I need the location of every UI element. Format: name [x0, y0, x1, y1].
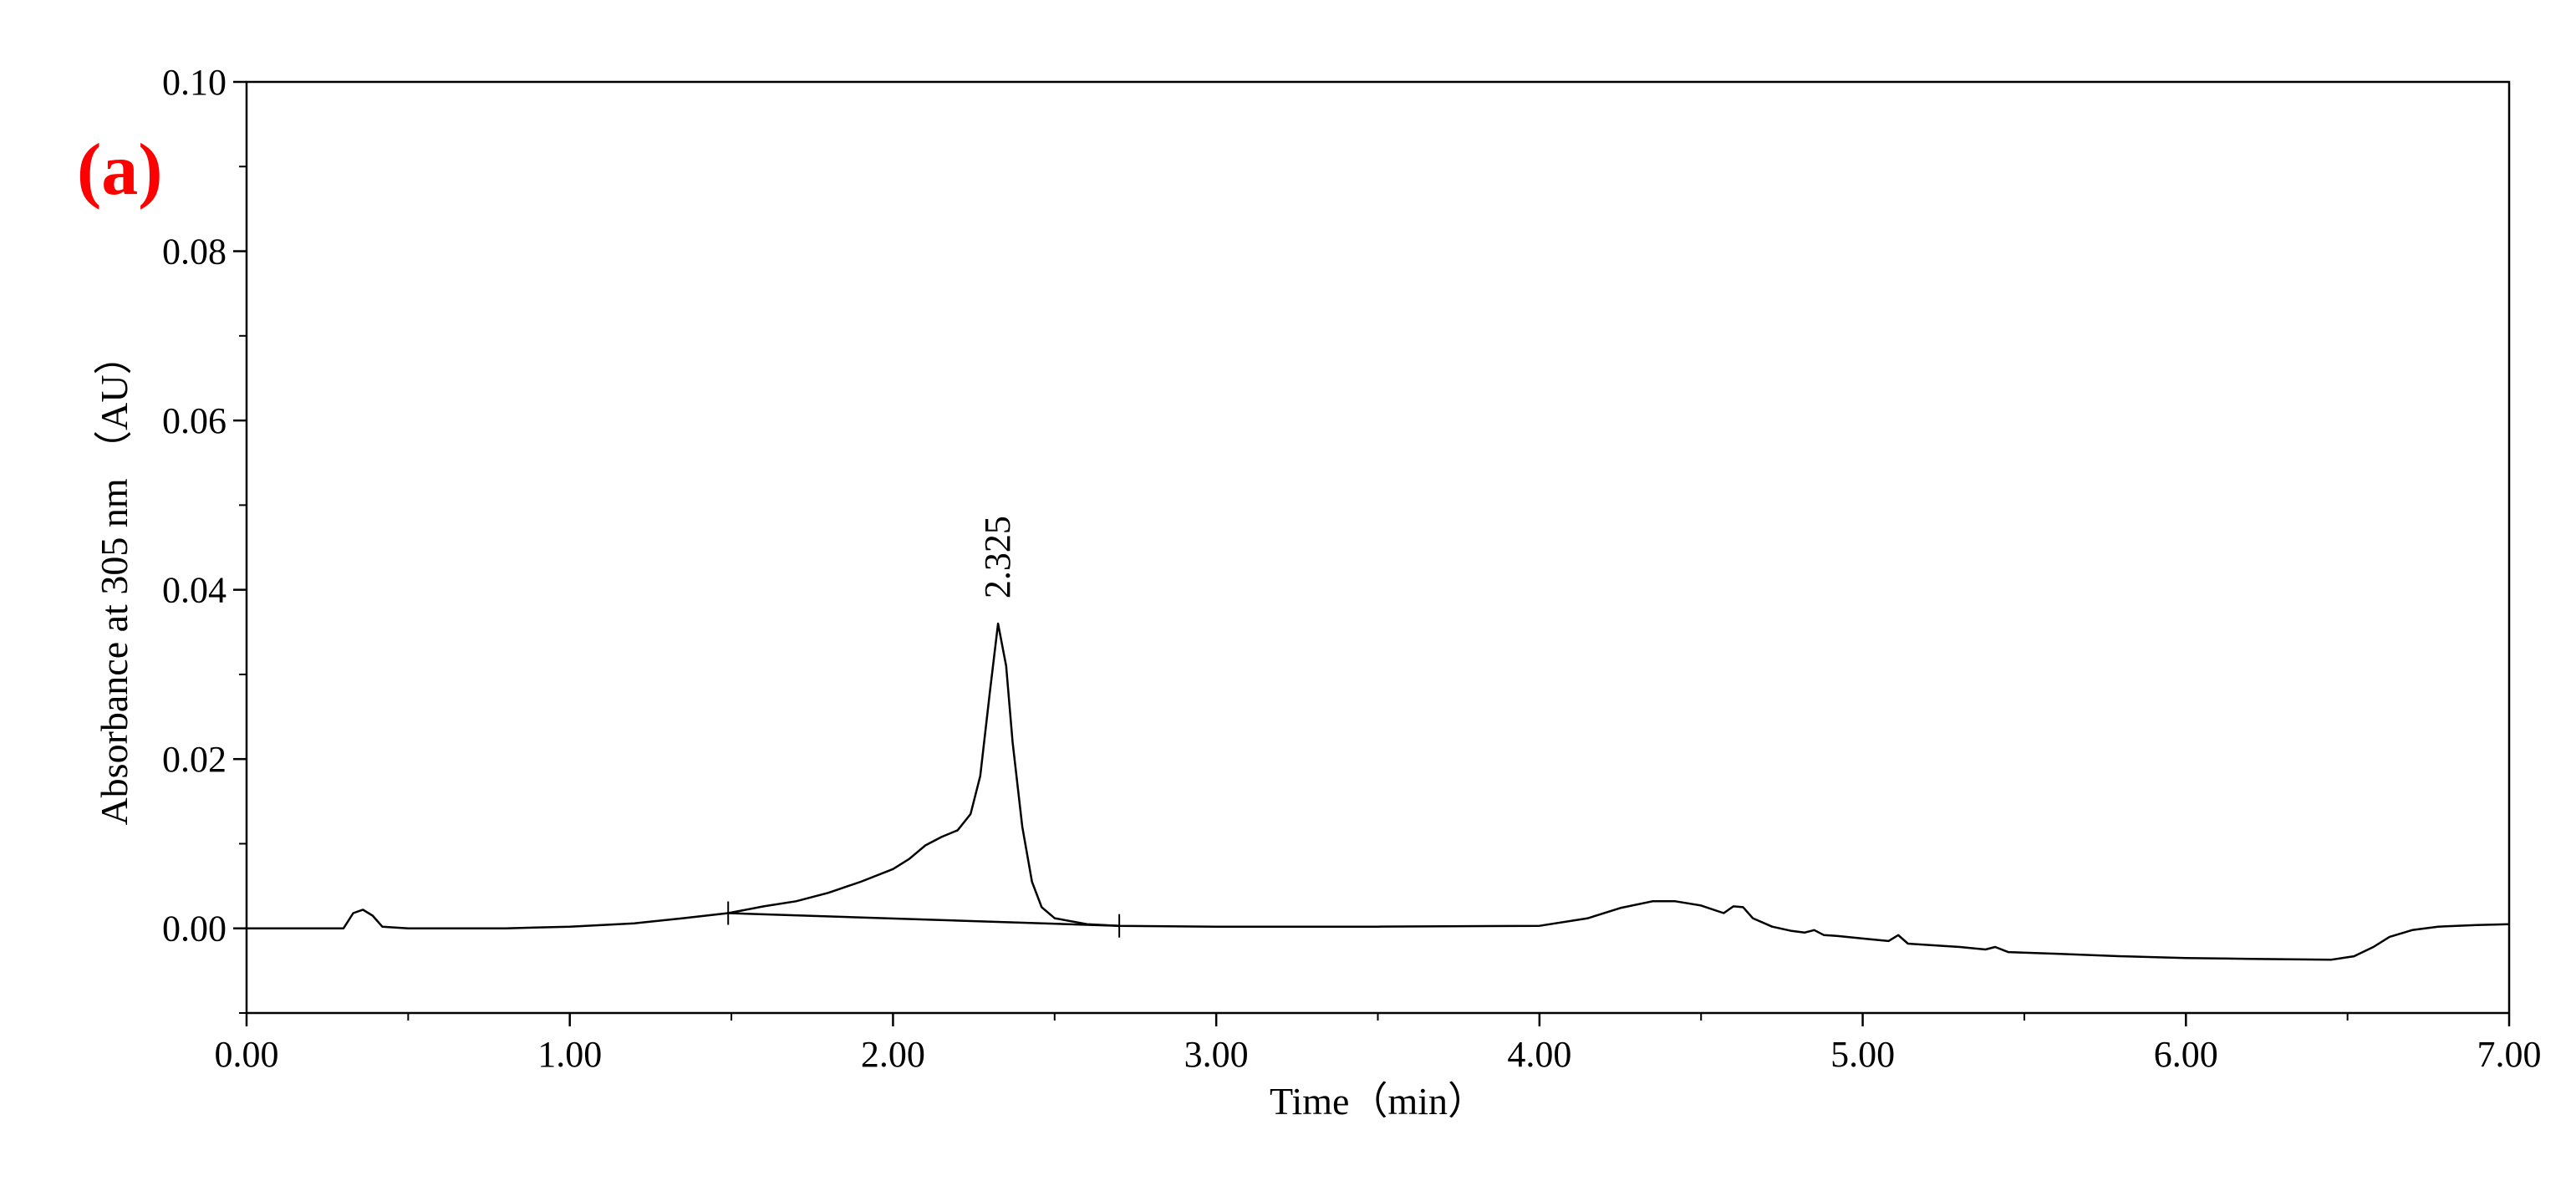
y-tick-label: 0.10	[162, 62, 227, 103]
integration-baseline	[728, 912, 1120, 927]
x-tick-label: 4.00	[1507, 1034, 1571, 1075]
x-tick-label: 7.00	[2477, 1034, 2542, 1075]
y-tick-label: 0.02	[162, 739, 227, 780]
series-line	[247, 622, 2510, 961]
x-tick-label: 2.00	[861, 1034, 925, 1075]
x-tick-label: 3.00	[1184, 1034, 1249, 1075]
y-tick-label: 0.00	[162, 909, 227, 949]
y-tick-label: 0.08	[162, 232, 227, 272]
ticks-layer: 0.00 1.00 2.00 3.00 4.00 5.00 6.00 7.00 0.00 0.02…	[162, 62, 2542, 1075]
plot-frame	[245, 80, 2511, 1015]
y-axis-title: Absorbance at 305 nm （AU）	[93, 336, 135, 825]
x-axis-title: Time（min）	[1270, 1080, 1486, 1122]
peak-label: 2.325	[977, 516, 1018, 598]
y-tick-label: 0.04	[162, 570, 227, 611]
x-tick-label: 0.00	[215, 1034, 279, 1075]
y-tick-label: 0.06	[162, 400, 227, 441]
panel-label: (a)	[77, 130, 163, 211]
x-tick-label: 6.00	[2154, 1034, 2218, 1075]
x-tick-label: 5.00	[1830, 1034, 1895, 1075]
x-tick-label: 1.00	[537, 1034, 602, 1075]
